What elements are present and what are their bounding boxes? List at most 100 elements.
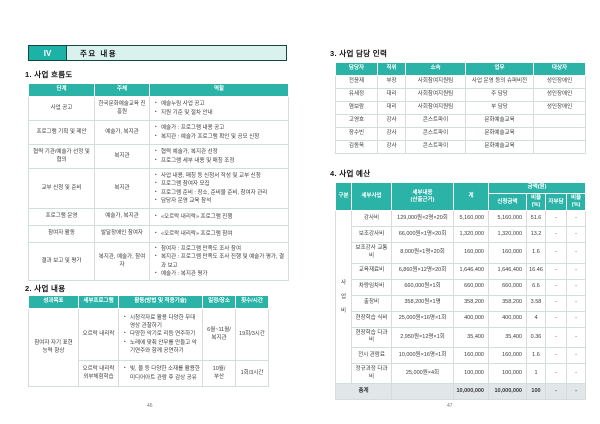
program-cell: 오르락 내리락 외부체험학습 [78, 360, 119, 387]
bullet-item: 노래에 맞춰 안무를 만들고 악기연주와 함께 공연하기 [124, 339, 200, 356]
column-header-stage: 단계 [28, 83, 95, 97]
request-cell: 100,000 [488, 363, 527, 385]
flow-table: 단계 주체 역할 사업 공고 한국문화예술교육 진흥원 예술누림 사업 공고 지… [28, 83, 289, 281]
column-header-category: 구분 [335, 181, 352, 212]
column-header-subject: 주체 [94, 83, 150, 97]
calc-cell: 25,000원×4회 [391, 363, 454, 385]
table-header-row: 담당자 직위 소속 업무 대상자 [335, 62, 586, 76]
total-calc-cell [391, 383, 454, 401]
activity-cell: 시청각자료 활용 다양한 무대 영상 관찰하기 다양한 악기로 리듬 연주하기 … [118, 308, 203, 361]
sum-cell: 358,200 [453, 294, 489, 312]
role-cell: 예술누림 사업 공고 지원 기준 및 절차 안내 [149, 96, 289, 121]
table-row: 현장학습 다과비 2,950원×12명×1회 35,400 35,400 0.3… [336, 326, 587, 349]
sum-cell: 1,646,400 [453, 262, 489, 280]
section-number: IV [29, 46, 67, 60]
stage-cell: 참여자 활동 [28, 225, 95, 243]
target-cell: 성인장애인 [533, 75, 586, 89]
table-row: 교부 신청 및 준비 복지관 사업 내용, 매칭 등 신청서 작성 및 교부 신… [28, 168, 289, 209]
ratio-cell: 1.6 [526, 347, 546, 365]
bullet-item: 예술누림 사업 공고 [155, 100, 286, 108]
subject-cell: 발달장애인 참여자 [94, 225, 150, 243]
name-cell: 고영호 [335, 114, 378, 128]
table-row: 결과 보고 및 평가 복지관, 예술가, 참여자 참여자 : 프로그램 만족도 … [28, 242, 289, 281]
position-cell: 강사 [377, 140, 406, 154]
table-row: 사업 공고 한국문화예술교육 진흥원 예술누림 사업 공고 지원 기준 및 절차… [28, 96, 289, 121]
selfratio-cell: - [565, 278, 587, 296]
item-cell: 현장학습 식비 [351, 310, 392, 328]
table-header-row: 단계 주체 역할 [28, 83, 289, 97]
affiliation-cell: 사회참여지원팀 [405, 75, 466, 89]
table-row: 전시 관람료 10,000원×16명×1회 160,000 160,000 1.… [336, 347, 587, 365]
request-cell: 1,646,400 [488, 262, 527, 280]
heading-budget: 4. 사업 예산 [330, 169, 371, 178]
selfpay-cell: - [545, 278, 567, 296]
table-row: 프로그램 기획 및 제안 예술가, 복지관 예술가 : 프로그램 내용 공고 복… [28, 120, 289, 145]
selfpay-cell: - [545, 262, 567, 280]
column-header-duty: 업무 [465, 62, 534, 76]
bullet-item: «오르락 내리락» 프로그램 진행 [155, 213, 286, 221]
bullet-item: 빛, 물 등 다양한 소재를 활용한 미디어아트 관람 후 감상 공유 [124, 365, 200, 382]
table-header-row: 신청금액 비율 (%) 자부담 비율 (%) [336, 192, 587, 212]
bullet-item: 참여자 : 프로그램 만족도 조사 참여 [155, 245, 286, 253]
item-cell: 현장학습 다과비 [351, 326, 392, 349]
table-row: 참여자 활동 발달장애인 참여자 «오르락 내리락» 프로그램 참여 [28, 225, 289, 243]
stage-cell: 교부 신청 및 준비 [28, 168, 95, 209]
selfratio-cell: - [565, 226, 587, 244]
bullet-item: 프로그램 준비 : 장소, 준비물 준비, 참여자 관리 [155, 189, 286, 197]
selfpay-cell: - [545, 294, 567, 312]
selfratio-cell: - [565, 347, 587, 365]
request-cell: 160,000 [488, 242, 527, 264]
position-cell: 강사 [377, 127, 406, 141]
table-header-row: 성과목표 세부프로그램 활동(방법 및 적용기술) 일정/장소 횟수/시간 [28, 295, 269, 309]
table-row: 오르락 내리락 외부체험학습 빛, 물 등 다양한 소재를 활용한 미디어아트 … [29, 360, 269, 387]
schedule-line: 복지관 [211, 334, 227, 341]
table-row: 차량임차비 660,000원×1회 660,000 660,000 6.6 - … [336, 278, 587, 296]
selfratio-cell: - [565, 363, 587, 385]
calc-cell: 6,860원×12명×20회 [391, 262, 454, 280]
item-cell: 강사비 [351, 210, 392, 228]
calc-cell: 25,000원×16명×1회 [391, 310, 454, 328]
column-header-affiliation: 소속 [405, 62, 466, 76]
total-ratio-cell: 100 [526, 383, 546, 401]
category-cell: 사업비 [335, 210, 352, 385]
table-row: 염보람 대리 사회참여지원팀 부 담당 성인장애인 [335, 101, 586, 115]
ratio-cell: 1 [526, 363, 546, 385]
role-cell: 예술가 : 프로그램 내용 공고 복지관 : 예술가 프로그램 확인 및 공모 … [149, 120, 289, 145]
selfratio-cell: - [565, 210, 587, 228]
item-cell: 보조강사비 [351, 226, 392, 244]
affiliation-cell: 사회참여지원팀 [405, 88, 466, 102]
name-cell: 전윤제 [335, 75, 378, 89]
schedule-line: 6월~11월/ [207, 326, 231, 333]
affiliation-cell: 콘스트파이 [405, 114, 466, 128]
table-row: 현장학습 식비 25,000원×16명×1회 400,000 400,000 4… [336, 310, 587, 328]
stage-cell: 협력 기관/예술가 선정 및 협의 [28, 144, 95, 169]
bullet-item: 다양한 악기로 리듬 연주하기 [124, 330, 200, 338]
duty-cell: 부 담당 [465, 101, 534, 115]
column-header-schedule: 일정/장소 [202, 295, 236, 309]
column-header-role: 역할 [149, 83, 289, 97]
table-row: 협력 기관/예술가 선정 및 협의 복지관 협력 예술가, 복지관 선정 프로그… [28, 144, 289, 169]
table-row: 장수빈 강사 콘스트파이 문화예술교육 [335, 127, 586, 141]
selfpay-cell: - [545, 310, 567, 328]
header-line: 세부내용 [412, 189, 433, 196]
header-line: (산출근거) [410, 196, 435, 203]
item-cell: 교육재료비 [351, 262, 392, 280]
selfratio-cell: - [565, 310, 587, 328]
subject-cell: 복지관, 예술가, 참여자 [94, 242, 150, 281]
target-cell: 성인장애인 [533, 88, 586, 102]
heading-staff: 3. 사업 담당 인력 [330, 49, 388, 58]
affiliation-cell: 사회참여지원팀 [405, 101, 466, 115]
table-header-row: 구분 세부사업 세부내용 (산출근거) 계 금액(원) [335, 181, 587, 212]
calc-cell: 8,000원×1명×20회 [391, 242, 454, 264]
total-row: 총계 10,000,000 10,000,000 100 - - [335, 383, 587, 401]
calc-cell: 358,200원×1명 [391, 294, 454, 312]
target-cell [533, 140, 586, 154]
duty-cell: 문화예술교육 [465, 127, 534, 141]
selfpay-cell: - [545, 363, 567, 385]
sum-cell: 35,400 [453, 326, 489, 349]
column-header-count: 횟수/시간 [235, 295, 269, 309]
sum-cell: 5,160,000 [453, 210, 489, 228]
sum-cell: 1,320,000 [453, 226, 489, 244]
calc-cell: 660,000원×1회 [391, 278, 454, 296]
stage-cell: 프로그램 운영 [28, 208, 95, 226]
